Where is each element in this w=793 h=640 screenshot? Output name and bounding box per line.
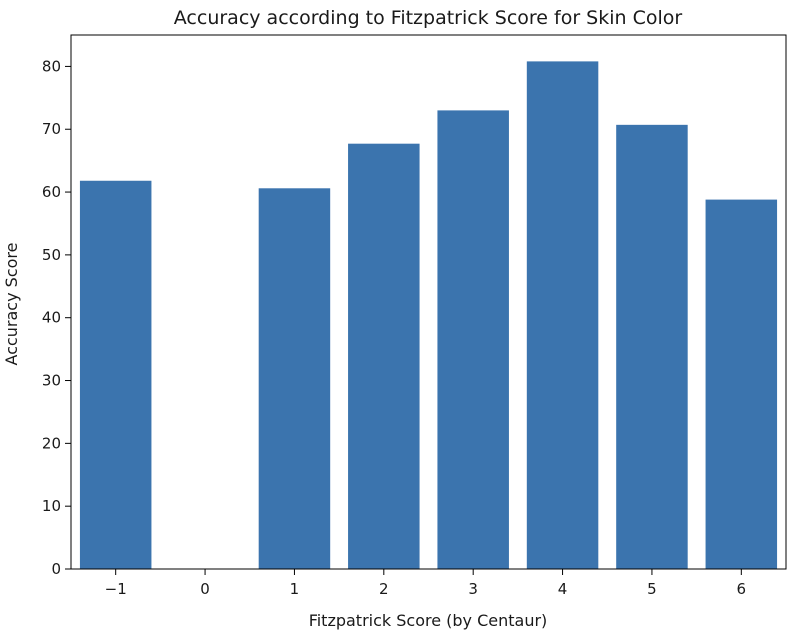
bar-5 [616, 124, 688, 569]
bar-3 [437, 110, 509, 569]
x-tick-label: 1 [290, 580, 300, 598]
y-tick-label: 10 [42, 497, 61, 515]
y-axis-label: Accuracy Score [2, 243, 21, 366]
y-tick-label: 0 [51, 560, 61, 578]
plot-frame [70, 34, 787, 570]
y-tick-label: 50 [42, 246, 61, 264]
x-tick-label: 3 [468, 580, 478, 598]
x-axis-ticks: −1 0 1 2 3 4 5 6 [105, 569, 746, 598]
y-tick-label: 40 [42, 309, 61, 327]
x-axis-label: Fitzpatrick Score (by Centaur) [309, 611, 548, 630]
x-tick-label: 6 [737, 580, 747, 598]
y-tick-label: 70 [42, 120, 61, 138]
x-tick-label: 5 [647, 580, 657, 598]
y-tick-label: 30 [42, 372, 61, 390]
y-axis-ticks: 0 10 20 30 40 50 60 70 80 [42, 57, 71, 578]
x-tick-label: 0 [200, 580, 210, 598]
bars-group [79, 61, 778, 570]
chart-title: Accuracy according to Fitzpatrick Score … [174, 7, 683, 29]
y-tick-label: 60 [42, 183, 61, 201]
y-tick-label: 80 [42, 57, 61, 75]
x-tick-label: −1 [105, 580, 127, 598]
y-tick-label: 20 [42, 434, 61, 452]
bar-6 [705, 199, 778, 569]
bar-2 [348, 143, 420, 570]
x-tick-label: 2 [379, 580, 389, 598]
bar-1 [258, 188, 331, 569]
x-tick-label: 4 [558, 580, 568, 598]
bar-4 [526, 61, 599, 569]
bar--1 [79, 180, 152, 569]
